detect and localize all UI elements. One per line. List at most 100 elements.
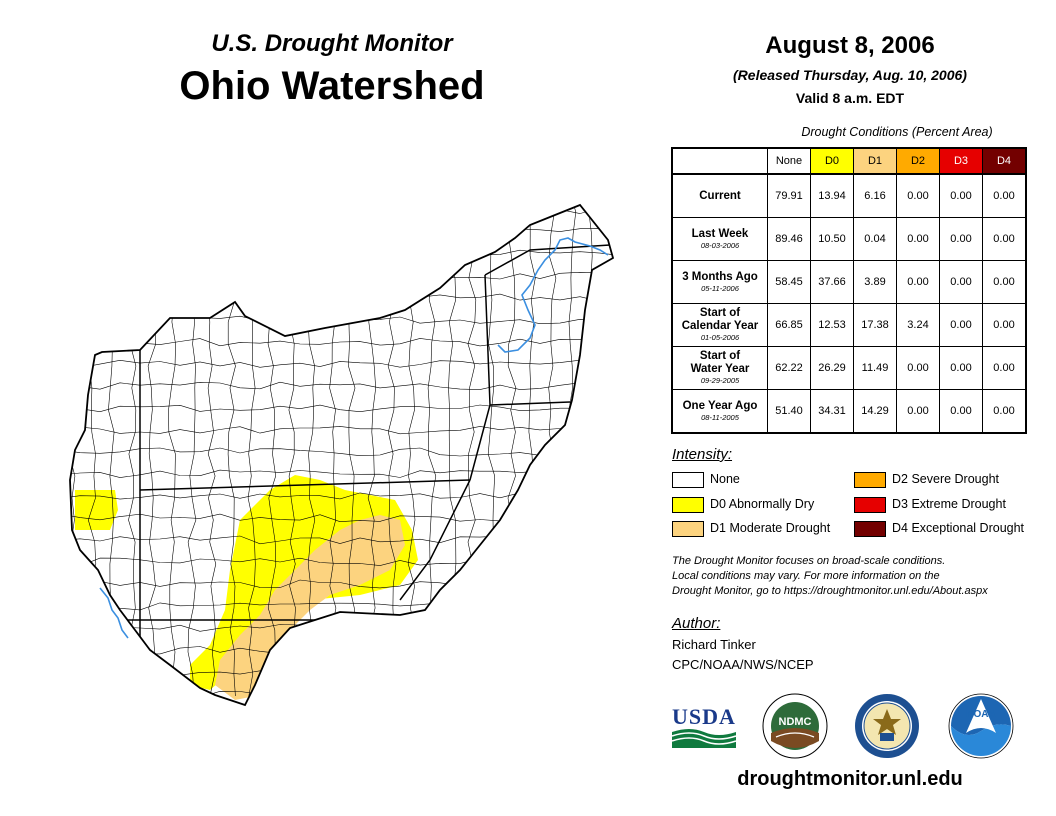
noaa-logo-text: NOAA (966, 709, 995, 720)
legend-swatch (854, 496, 886, 513)
table-cell: 0.00 (896, 389, 940, 434)
table-cell: 62.22 (767, 346, 811, 390)
col-header-none: None (767, 147, 811, 175)
table-cell: 0.00 (939, 303, 983, 347)
table-header-row: None D0 D1 D2 D3 D4 (672, 147, 1027, 175)
table-cell: 0.00 (982, 346, 1027, 390)
table-cell: 79.91 (767, 173, 811, 218)
county-line (70, 667, 613, 677)
row-date: 08-03-2006 (700, 240, 740, 250)
table-cell: 0.00 (896, 217, 940, 261)
county-line (70, 469, 613, 478)
row-date: 08-11-2005 (701, 412, 739, 422)
legend-swatch (672, 471, 704, 488)
table-cell: 0.00 (896, 346, 940, 390)
d0-region-east (445, 565, 530, 630)
legend-item-d1: D1 Moderate Drought (672, 520, 831, 537)
commerce-seal-logo (855, 694, 919, 758)
drought-table: None D0 D1 D2 D3 D4 Current 79.91 13.94 6.1… (671, 147, 1027, 434)
legend-swatch (854, 520, 886, 537)
watershed-area (70, 205, 613, 705)
col-header-d2: D2 (896, 147, 940, 175)
legend-label: None (710, 472, 740, 486)
county-line (70, 689, 613, 699)
legend-label: D3 Extreme Drought (892, 497, 1006, 511)
table-cell: 0.00 (982, 260, 1027, 304)
watershed-outline (69, 203, 615, 707)
table-cell: 0.00 (939, 346, 983, 390)
website-url[interactable]: droughtmonitor.unl.edu (737, 768, 963, 790)
map-title: Ohio Watershed (179, 64, 485, 108)
table-cell: 0.00 (939, 260, 983, 304)
legend-item-d4: D4 Exceptional Drought (854, 520, 1025, 537)
table-cell: 0.00 (982, 173, 1027, 218)
note-line: The Drought Monitor focuses on broad-sca… (672, 555, 946, 567)
d1-region (215, 515, 405, 700)
table-corner (672, 148, 768, 174)
usda-logo: USDA (671, 704, 737, 748)
table-cell: 66.85 (767, 303, 811, 347)
table-row: One Year Ago 08-11-2005 51.40 34.31 14.29 0.0… (671, 389, 1027, 434)
legend-item-none: None (672, 471, 740, 488)
table-cell: 14.29 (853, 389, 897, 434)
table-cell: 3.24 (896, 303, 940, 347)
table-cell: 3.89 (853, 260, 897, 304)
legend-item-d2: D2 Severe Drought (854, 471, 999, 488)
col-header-d0: D0 (810, 147, 854, 175)
d0-region-west (75, 490, 118, 530)
table-cell: 12.53 (810, 303, 854, 347)
legend-item-d0: D0 Abnormally Dry (672, 496, 814, 513)
row-date: 01-05-2006 (700, 333, 740, 342)
legend-label: D1 Moderate Drought (710, 521, 831, 535)
table-cell: 0.00 (982, 217, 1027, 261)
note-line: Local conditions may vary. For more info… (672, 570, 940, 582)
row-label-line: Start of (699, 307, 741, 319)
row-label-line: Current (699, 189, 741, 202)
row-label-line: One Year Ago (682, 399, 758, 412)
table-body: Current 79.91 13.94 6.16 0.00 0.00 0.00 Last We… (671, 173, 1027, 434)
table-cell: 10.50 (810, 217, 854, 261)
table-cell: 0.00 (896, 260, 940, 304)
river-southwest (99, 587, 129, 639)
row-label-line: 3 Months Ago (682, 270, 758, 283)
table-cell: 51.40 (767, 389, 811, 434)
author-organization: CPC/NOAA/NWS/NCEP (672, 657, 814, 672)
row-label-line: Last Week (691, 227, 749, 240)
table-cell: 26.29 (810, 346, 854, 390)
row-label-line: Start of (699, 350, 741, 362)
county-line (607, 205, 613, 697)
table-cell: 37.66 (810, 260, 854, 304)
county-line (70, 205, 76, 697)
table-cell: 0.04 (853, 217, 897, 261)
table-cell: 34.31 (810, 389, 854, 434)
table-cell: 89.46 (767, 217, 811, 261)
table-cell: 6.16 (853, 173, 897, 218)
valid-date: August 8, 2006 (765, 32, 935, 59)
valid-time: Valid 8 a.m. EDT (795, 90, 905, 106)
county-line (70, 359, 613, 369)
county-line (70, 404, 613, 413)
table-cell: 17.38 (853, 303, 897, 347)
river-northeast (497, 237, 609, 353)
table-row: 3 Months Ago 05-11-2006 58.45 37.66 3.89 0.00… (671, 260, 1027, 304)
legend-swatch (672, 520, 704, 537)
legend-swatch (672, 496, 704, 513)
note-line: Drought Monitor, go to https://droughtmo… (672, 585, 988, 597)
county-line (70, 426, 613, 435)
row-date: 09-29-2005 (700, 376, 740, 385)
row-label: 3 Months Ago 05-11-2006 (671, 260, 768, 304)
table-cell: 0.00 (982, 303, 1027, 347)
table-cell: 0.00 (982, 389, 1027, 434)
noaa-logo: NOAA (948, 693, 1014, 759)
table-row: Start of Water Year 09-29-2005 62.22 26.29 11… (671, 346, 1027, 390)
table-cell: 11.49 (853, 346, 897, 390)
author-heading: Author: (672, 615, 721, 632)
row-label: Current (671, 173, 768, 218)
table-cell: 58.45 (767, 260, 811, 304)
col-header-d4: D4 (982, 147, 1027, 175)
author-name: Richard Tinker (672, 637, 756, 652)
disclaimer-note: The Drought Monitor focuses on broad-sca… (672, 554, 1052, 599)
table-cell: 0.00 (896, 173, 940, 218)
legend-label: D4 Exceptional Drought (892, 521, 1025, 535)
legend-title: Intensity: (672, 446, 733, 463)
